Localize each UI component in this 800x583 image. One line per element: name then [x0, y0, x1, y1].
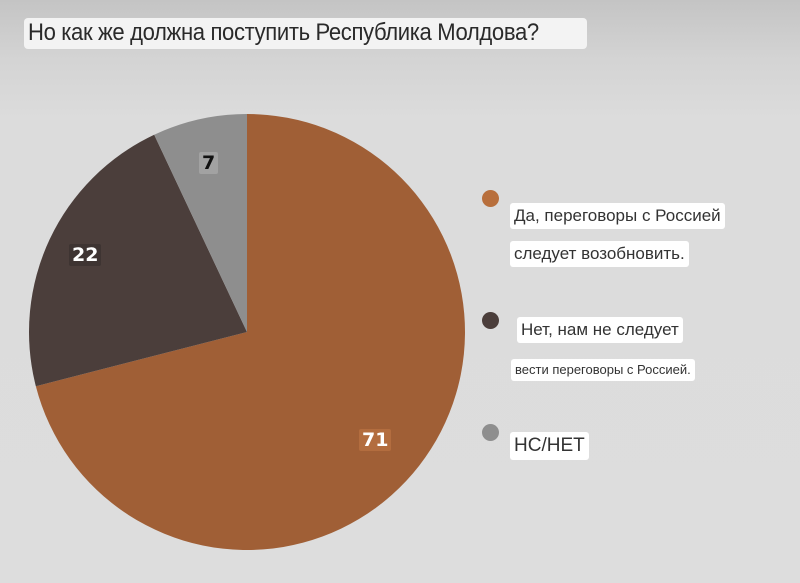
slice-label-no: 22 — [69, 244, 102, 266]
legend-text-dk: НС/НЕТ — [510, 432, 589, 460]
slice-label-yes: 71 — [359, 429, 392, 451]
slice-label-dk: 7 — [199, 152, 219, 174]
legend-dot-gray — [482, 424, 499, 441]
legend-dot-brown — [482, 190, 499, 207]
legend-text-no-1: Нет, нам не следует — [517, 317, 683, 343]
chart-title-box: Но как же должна поступить Республика Мо… — [24, 18, 588, 49]
legend-dot-dark — [482, 312, 499, 329]
slice-yes — [35, 114, 465, 550]
legend-text-yes-1: Да, переговоры с Россией — [510, 203, 725, 229]
legend-text-yes-2: следует возобновить. — [510, 241, 689, 267]
legend-text-no-2: вести переговоры с Россией. — [511, 359, 695, 381]
slice-no — [29, 134, 248, 387]
chart-title: Но как же должна поступить Республика Мо… — [28, 19, 539, 46]
slice-dk — [154, 114, 247, 332]
